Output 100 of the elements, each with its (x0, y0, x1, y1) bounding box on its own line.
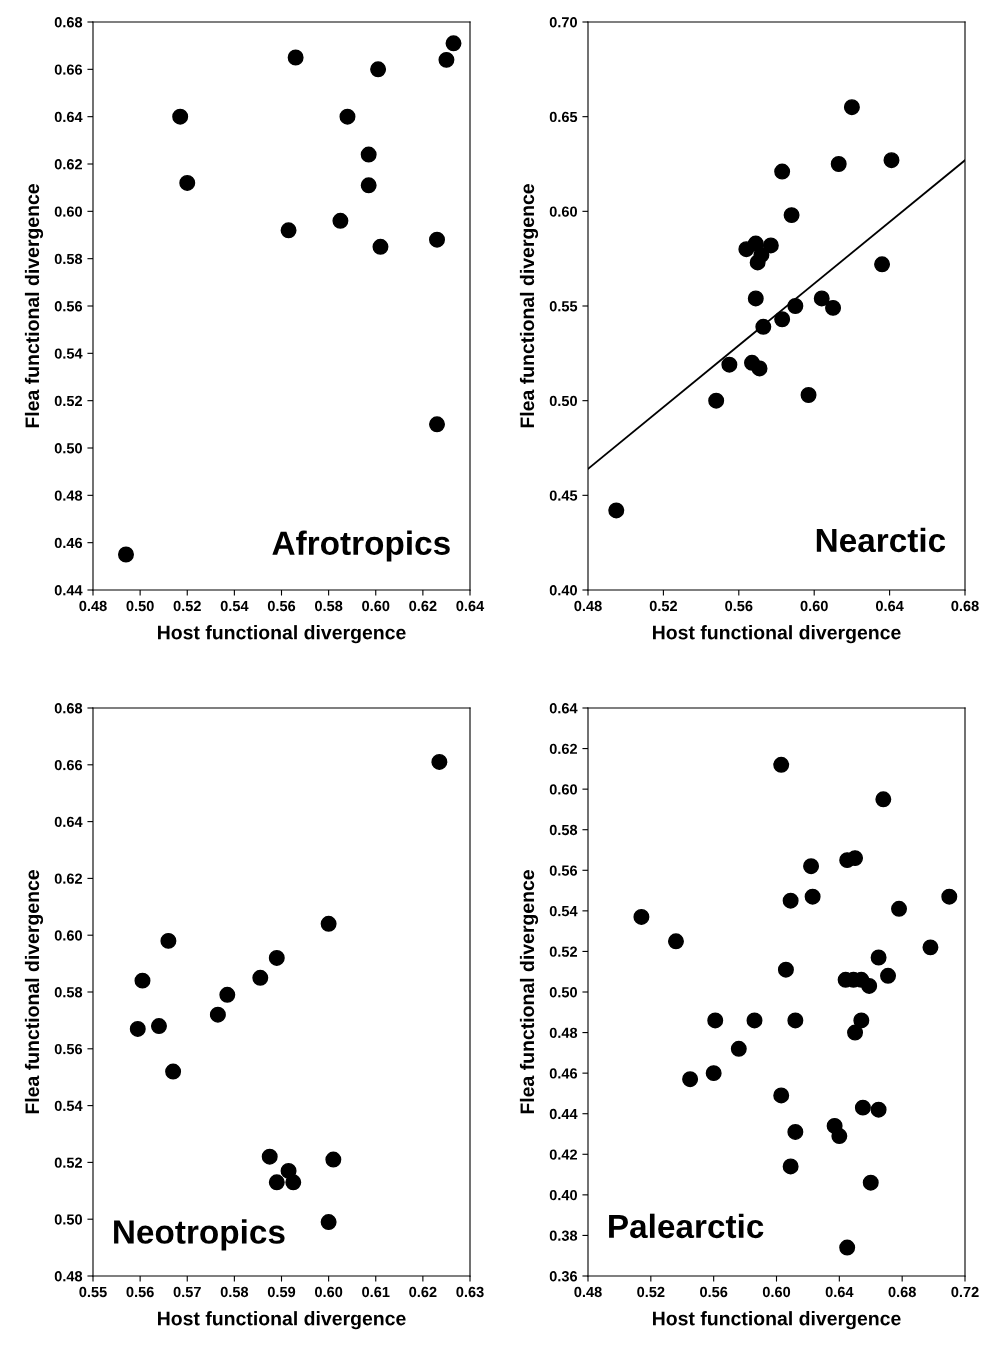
y-tick-label: 0.62 (54, 873, 82, 884)
y-tick-label: 0.54 (54, 348, 83, 359)
y-tick-label: 0.56 (54, 301, 83, 312)
point (268, 1174, 285, 1191)
point (134, 972, 151, 989)
x-tick-label: 0.62 (409, 600, 437, 612)
x-tick-label: 0.54 (220, 600, 249, 612)
point (721, 356, 738, 373)
x-tick-label: 0.63 (456, 1286, 484, 1298)
point (165, 1063, 182, 1080)
point (209, 1006, 226, 1023)
x-axis-title: Host functional divergence (158, 625, 406, 644)
y-tick-label: 0.55 (549, 301, 578, 312)
point (825, 299, 842, 316)
x-axis-title: Host functional divergence (653, 625, 901, 644)
x-tick-label: 0.56 (126, 1286, 154, 1298)
x-tick-label: 0.56 (725, 600, 753, 612)
point (800, 387, 817, 403)
x-tick-label: 0.57 (173, 1286, 201, 1298)
x-tick-label: 0.62 (409, 1286, 437, 1298)
y-axis-title: Flea functional divergence (24, 870, 44, 1114)
point (773, 1087, 790, 1104)
y-tick-label: 0.45 (549, 490, 578, 501)
point (445, 35, 462, 52)
point (787, 298, 804, 314)
point (667, 933, 684, 950)
point (941, 888, 958, 905)
x-tick-label: 0.60 (762, 1286, 791, 1298)
x-tick-label: 0.72 (951, 1286, 979, 1298)
point (429, 231, 445, 248)
y-tick-label: 0.48 (54, 490, 83, 501)
point (150, 1018, 167, 1035)
point (172, 108, 189, 125)
point (777, 961, 794, 978)
point (853, 1012, 870, 1029)
point (843, 99, 860, 116)
y-tick-label: 0.70 (549, 17, 577, 28)
point (370, 61, 387, 78)
point (870, 949, 887, 966)
y-tick-label: 0.40 (549, 1189, 577, 1201)
x-tick-label: 0.64 (825, 1286, 854, 1298)
point (746, 1012, 763, 1029)
point (861, 977, 878, 994)
x-tick-label: 0.61 (362, 1286, 390, 1298)
y-axis-title: Flea functional divergence (519, 870, 539, 1114)
point (372, 238, 389, 255)
point (870, 1101, 887, 1118)
y-tick-label: 0.50 (549, 987, 577, 998)
x-tick-label: 0.64 (875, 600, 904, 612)
point (438, 51, 455, 68)
y-tick-label: 0.56 (549, 865, 578, 876)
point (755, 318, 772, 335)
point (730, 1040, 747, 1057)
point (854, 1099, 871, 1116)
y-tick-label: 0.36 (549, 1271, 578, 1282)
point (320, 915, 337, 932)
y-tick-label: 0.40 (549, 585, 577, 596)
annotation: Nearctic (816, 527, 946, 553)
x-tick-label: 0.52 (637, 1286, 665, 1298)
point (160, 932, 177, 949)
x-tick-label: 0.68 (951, 600, 979, 612)
point (751, 360, 768, 377)
x-tick-label: 0.48 (574, 600, 602, 612)
point (847, 850, 864, 867)
point (891, 900, 908, 917)
annotation: Palearctic (609, 1213, 764, 1239)
point (782, 892, 799, 909)
x-tick-label: 0.56 (267, 600, 296, 612)
y-tick-label: 0.58 (54, 987, 83, 998)
point (280, 222, 297, 239)
point (774, 163, 791, 180)
y-tick-label: 0.50 (54, 443, 82, 454)
point (608, 502, 625, 519)
x-tick-label: 0.64 (456, 600, 485, 612)
point (708, 392, 725, 409)
y-tick-label: 0.65 (549, 111, 578, 123)
point (847, 1024, 864, 1041)
x-tick-label: 0.50 (126, 600, 154, 612)
point (880, 967, 897, 984)
point (839, 1239, 856, 1256)
point (773, 756, 790, 773)
point (325, 1151, 342, 1168)
x-axis-title: Host functional divergence (158, 1311, 406, 1330)
point (682, 1071, 699, 1088)
point (774, 311, 791, 328)
y-tick-label: 0.56 (54, 1043, 83, 1055)
point (922, 939, 939, 956)
y-tick-label: 0.52 (549, 946, 577, 957)
y-tick-label: 0.60 (549, 784, 577, 795)
x-tick-label: 0.48 (79, 600, 107, 612)
y-tick-label: 0.58 (54, 253, 83, 265)
y-tick-label: 0.60 (54, 930, 82, 941)
y-tick-label: 0.64 (549, 703, 578, 714)
point (813, 290, 830, 307)
y-tick-label: 0.52 (54, 1157, 82, 1168)
point (875, 791, 892, 808)
y-tick-label: 0.54 (549, 905, 578, 917)
point (783, 207, 800, 224)
y-tick-label: 0.66 (54, 64, 83, 75)
y-tick-label: 0.60 (54, 206, 82, 217)
